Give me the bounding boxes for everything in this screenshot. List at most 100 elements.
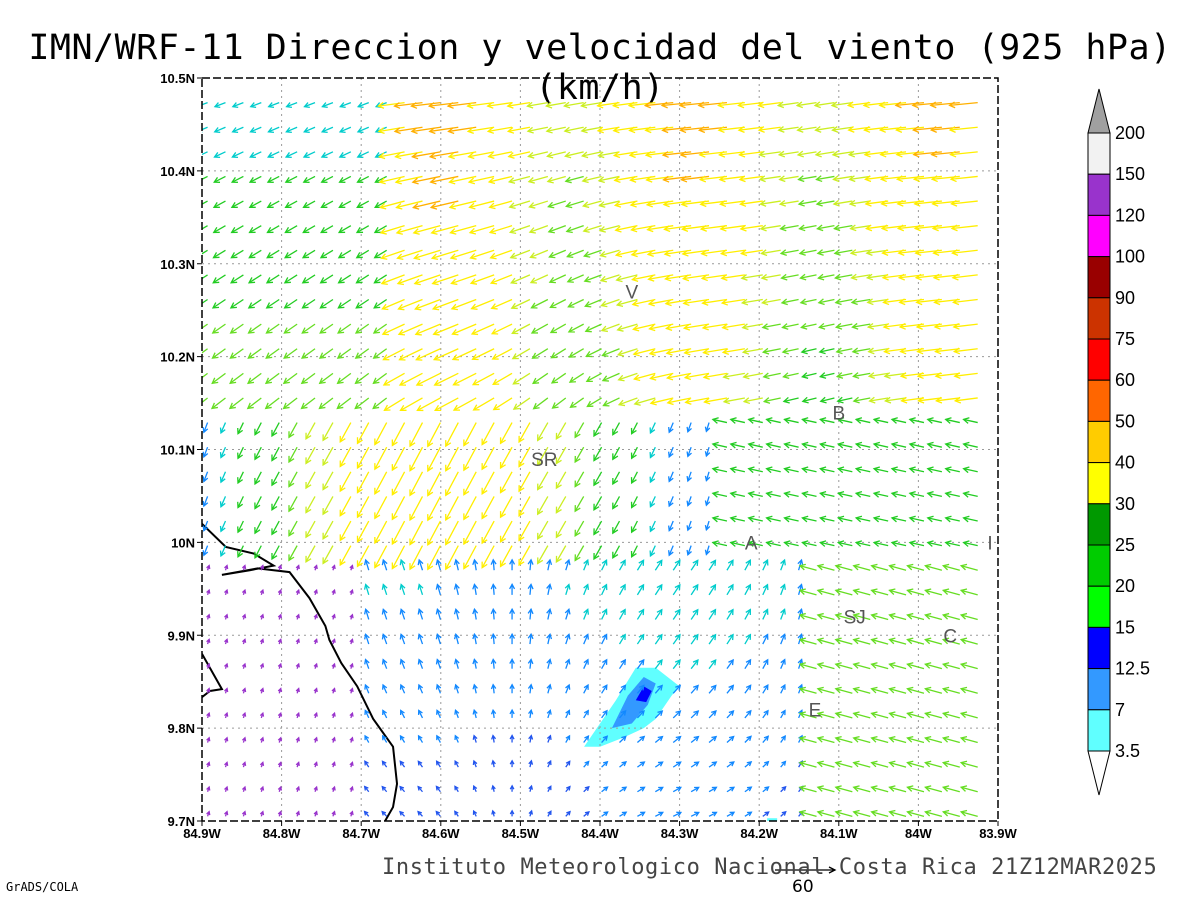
wind-arrow-head [711,710,717,716]
wind-arrow-head [656,583,663,591]
wind-arrow-head [206,613,211,619]
wind-arrow [481,422,495,445]
wind-arrow [690,811,700,817]
wind-arrow [249,200,262,208]
wind-arrow-head [924,637,932,645]
wind-arrow [817,614,835,621]
wind-arrow-head [211,327,219,334]
wind-arrow-head [313,736,318,742]
wind-arrow [668,446,674,458]
wind-arrow-head [432,329,440,336]
wind-arrow [358,102,369,108]
wind-arrow-head [202,451,209,459]
wind-arrow-head [704,549,711,556]
wind-arrow-head [211,352,219,359]
wind-arrow-head [247,327,255,334]
wind-arrow [302,249,316,259]
wind-arrow [815,151,835,156]
wind-arrow [897,200,925,205]
wind-arrow-head [364,760,369,766]
wind-arrow [909,492,925,498]
wind-arrow-head [952,347,961,355]
wind-arrow-head [546,583,553,590]
wind-arrow [427,422,441,447]
wind-arrow-head [896,224,905,232]
wind-arrow [436,710,441,719]
wind-arrow-head [396,253,404,261]
wind-arrow-head [339,435,346,444]
wind-arrow [374,249,388,259]
wind-arrow [271,422,280,437]
wind-arrow [631,471,638,484]
wind-arrow-head [531,377,540,385]
wind-arrow [945,468,960,473]
wind-arrow-head [229,327,237,334]
wind-arrow [237,545,244,558]
wind-arrow [411,126,441,133]
wind-arrow [663,175,692,181]
wind-arrow [618,397,638,406]
wind-arrow-head [668,500,674,508]
wind-arrow-head [929,101,937,109]
wind-arrow-head [758,175,766,183]
wind-arrow [907,614,925,621]
wind-arrow [288,496,298,512]
wind-arrow [817,249,835,255]
wind-arrow [766,443,781,448]
wind-arrow-head [867,372,876,379]
wind-arrow-head [762,372,770,380]
wind-arrow [945,517,960,522]
wind-arrow-head [798,686,806,694]
wind-arrow [853,761,871,768]
wind-arrow [468,175,495,183]
wind-arrow [337,348,352,359]
wind-arrow-head [711,515,719,523]
wind-arrow-head [742,397,751,405]
wind-arrow-head [935,396,943,404]
wind-arrow [817,565,835,571]
wind-arrow-head [518,435,525,444]
wind-arrow [551,348,567,359]
wind-arrow-head [472,404,480,411]
wind-arrow [907,663,925,670]
wind-arrow [396,225,423,234]
wind-arrow [913,126,942,131]
wind-arrow-head [818,322,826,330]
wind-arrow-head [583,683,589,690]
wind-arrow-head [912,150,920,158]
wind-arrow [784,517,799,522]
x-tick-label: 84.9W [183,826,221,841]
wind-arrow-head [417,658,424,665]
wind-arrow-head [555,457,562,465]
wind-arrow-head [567,301,575,308]
wind-arrow [761,249,781,255]
wind-arrow [409,496,424,521]
wind-arrow [963,541,978,547]
wind-arrow-head [584,735,590,741]
wind-arrow-head [528,227,536,234]
wind-arrow-head [219,525,226,533]
wind-arrow-head [888,588,896,595]
wind-arrow-head [906,735,914,743]
wind-arrow [797,101,817,107]
wind-arrow-head [686,426,692,433]
wind-arrow [687,422,692,432]
wind-arrow-head [835,372,844,379]
wind-arrow [927,541,943,547]
wind-arrow [373,348,388,359]
wind-arrow [851,274,871,279]
wind-arrow [784,418,799,424]
wind-arrow [891,517,907,522]
wind-arrow [742,298,763,304]
wind-arrow [907,589,925,596]
wind-arrow-head [374,536,381,545]
wind-arrow [748,492,763,498]
wind-arrow [802,468,817,473]
wind-arrow [337,323,352,334]
wind-arrow [907,565,925,571]
wind-arrow-head [728,709,735,716]
wind-arrow [583,684,589,694]
wind-arrow-head [633,399,641,406]
wind-arrow [722,298,745,304]
wind-arrow-head [668,427,674,434]
